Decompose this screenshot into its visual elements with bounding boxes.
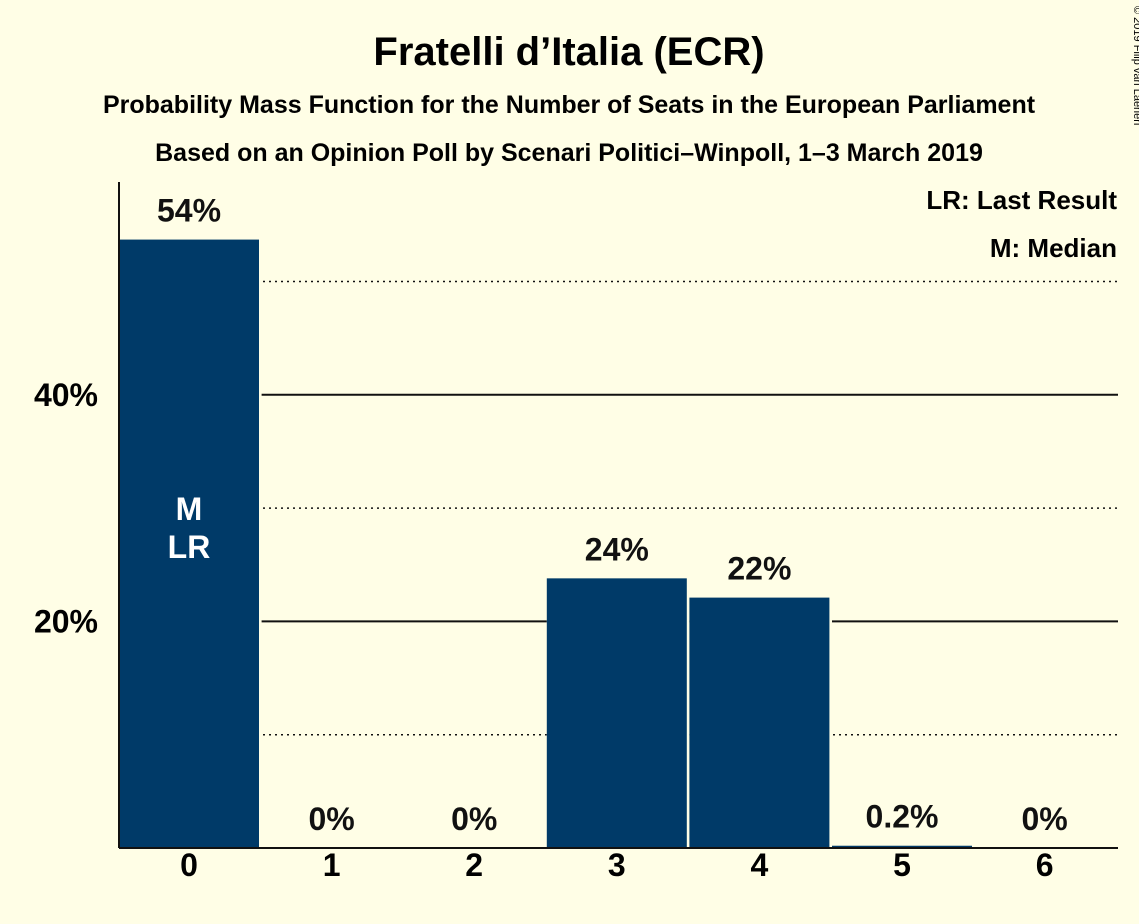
bar-value-label: 54% bbox=[157, 193, 221, 229]
bars: 54% MLR 0 0% 1 0% 2 24% 3 22% 4 0.2% 5 0% 6 bbox=[119, 193, 1068, 883]
bar-value-label: 0.2% bbox=[866, 799, 939, 835]
bar-value-label: 0% bbox=[1021, 801, 1067, 837]
y-tick-label: 40% bbox=[34, 377, 98, 413]
legend-last-result: LR: Last Result bbox=[926, 185, 1117, 215]
x-tick-label: 4 bbox=[751, 847, 769, 883]
bar bbox=[119, 239, 259, 849]
axes bbox=[118, 182, 1118, 849]
bar bbox=[689, 597, 830, 848]
y-tick-label: 20% bbox=[34, 603, 98, 639]
bar-annotation: LR bbox=[168, 529, 211, 565]
bar-value-label: 24% bbox=[585, 531, 649, 567]
copyright-notice: © 2019 Filip van Laenen bbox=[1131, 6, 1139, 125]
legend-median: M: Median bbox=[990, 233, 1117, 263]
bar-annotation: M bbox=[176, 491, 203, 527]
bar-value-label: 22% bbox=[727, 551, 791, 587]
chart-title: Fratelli d’Italia (ECR) bbox=[373, 30, 764, 74]
x-tick-label: 0 bbox=[180, 847, 198, 883]
bar bbox=[832, 845, 972, 848]
x-tick-label: 6 bbox=[1036, 847, 1054, 883]
bar-value-label: 0% bbox=[451, 801, 497, 837]
chart-source: Based on an Opinion Poll by Scenari Poli… bbox=[155, 139, 983, 167]
x-tick-label: 2 bbox=[465, 847, 483, 883]
bar bbox=[546, 578, 687, 848]
x-tick-label: 5 bbox=[893, 847, 911, 883]
chart-subtitle: Probability Mass Function for the Number… bbox=[103, 91, 1036, 119]
x-tick-label: 3 bbox=[608, 847, 626, 883]
x-tick-label: 1 bbox=[323, 847, 341, 883]
bar-value-label: 0% bbox=[308, 801, 354, 837]
